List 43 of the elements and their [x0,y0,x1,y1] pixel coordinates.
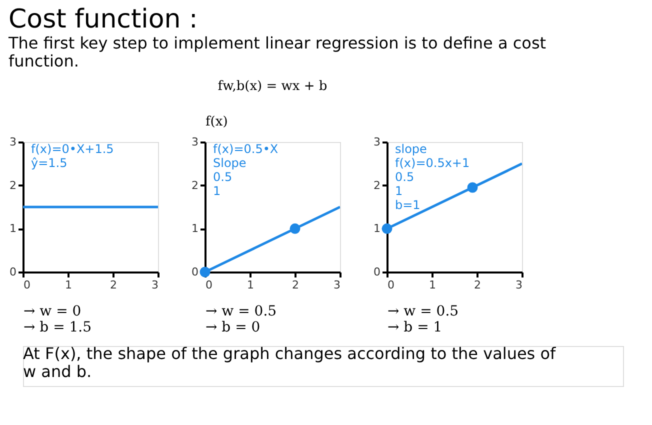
y-tick-label: 0 [192,266,198,278]
annotation: 0.5 [213,170,232,184]
y-tick-label: 0 [374,266,380,278]
x-tick-label: 3 [334,278,340,292]
annotation: 0.5 [395,170,414,184]
annotation: 1 [213,184,221,198]
x-tick-label: 2 [110,278,117,292]
y-tick-label: 1 [10,222,16,236]
annotation: f(x)=0.5x+1 [395,156,470,170]
y-tick-label: 2 [374,178,380,192]
annotation: f(x)=0.5•X [213,142,278,156]
y-tick-label: 3 [10,136,16,148]
y-tick-label: 1 [374,222,380,236]
x-axis-title: → w = 0.5 → b = 1 [388,304,459,336]
annotation: slope [395,142,427,156]
annotation: b=1 [395,198,420,212]
annotation: f(x)=0•X+1.5 [31,142,114,156]
x-tick-label: 1 [247,278,254,292]
text: The first key step to implement linear regression is to define a cost function. [8,34,546,70]
chart-title: fw,b(x) = wx + b [218,79,328,94]
x-tick-label: 2 [292,278,299,292]
annotation: 1 [395,184,403,198]
x-tick-label: 3 [516,278,522,292]
text: Cost function : [8,4,198,34]
x-tick-label: 0 [206,278,212,292]
y-tick-label: 2 [192,178,198,192]
x-axis-title: → w = 0 → b = 1.5 [24,304,92,336]
annotation: ŷ=1.5 [31,156,68,170]
annotation: Slope [213,156,246,170]
y-tick-label: 3 [374,136,380,148]
x-tick-label: 3 [152,278,158,292]
x-tick-label: 0 [24,278,30,292]
y-tick-label: 1 [192,222,198,236]
text: At F(x), the shape of the graph changes according to the values of w and b. [23,344,556,381]
y-tick-label: 0 [10,266,16,278]
x-tick-label: 1 [429,278,436,292]
x-tick-label: 1 [65,278,72,292]
x-axis-title: → w = 0.5 → b = 0 [206,304,277,336]
y-tick-label: 2 [10,178,16,192]
y-axis-title: f(x) [206,114,228,130]
x-tick-label: 0 [388,278,394,292]
y-tick-label: 3 [192,136,198,148]
x-tick-label: 2 [474,278,481,292]
